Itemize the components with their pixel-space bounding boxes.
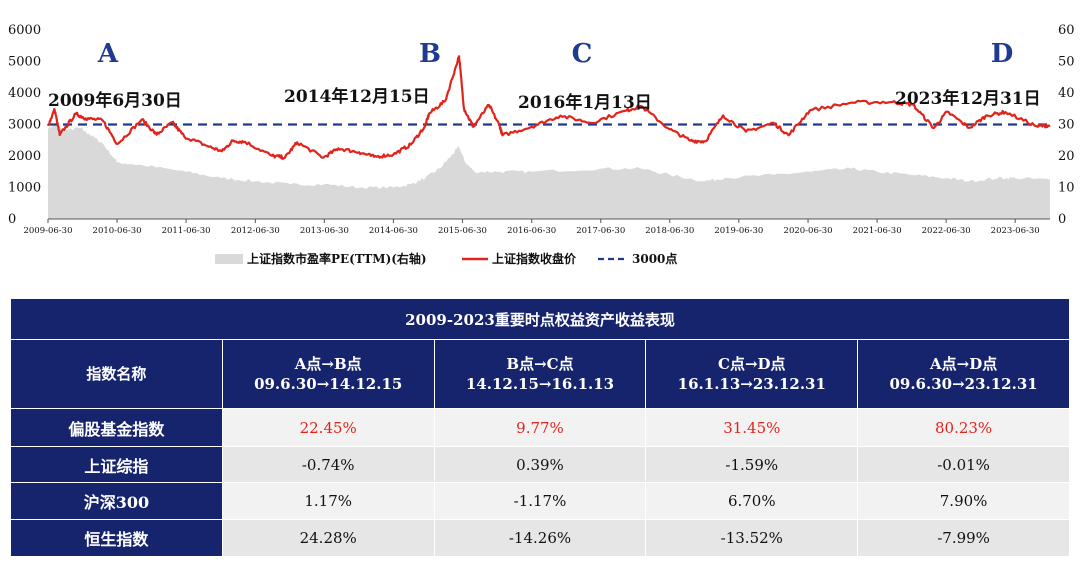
y-left-tick-label: 5000	[8, 55, 41, 70]
y-left-tick-label: 6000	[8, 23, 41, 38]
row-label: 上证综指	[10, 446, 223, 483]
y-right-tick-label: 60	[1058, 23, 1075, 38]
header-col-3-period: C点→D点	[718, 355, 786, 373]
x-tick-label: 2012-06-30	[231, 226, 280, 236]
table-cell: 22.45%	[221, 408, 435, 447]
x-tick-label: 2021-06-30	[853, 226, 902, 236]
header-col-1: A点→B点 09.6.30→14.12.15	[221, 339, 435, 409]
date-annotation-a: 2009年6月30日	[48, 90, 182, 111]
row-label: 沪深300	[10, 482, 223, 520]
legend-swatch-pe	[215, 254, 243, 264]
point-letter-d: D	[991, 39, 1014, 69]
y-right-tick-label: 40	[1058, 86, 1075, 101]
table-cell: 6.70%	[645, 482, 859, 520]
table-cell: -13.52%	[645, 519, 859, 557]
x-tick-label: 2011-06-30	[162, 226, 211, 236]
table-row: 沪深300 1.17% -1.17% 6.70% 7.90%	[10, 482, 1070, 520]
legend-label-pe: 上证指数市盈率PE(TTM)(右轴)	[247, 251, 427, 266]
y-right-tick-label: 0	[1058, 212, 1066, 227]
x-tick-label: 2014-06-30	[369, 226, 418, 236]
x-tick-label: 2020-06-30	[784, 226, 833, 236]
returns-table: 2009-2023重要时点权益资产收益表现 指数名称 A点→B点 09.6.30→…	[10, 298, 1070, 557]
header-col-1-dates: 09.6.30→14.12.15	[254, 375, 403, 393]
y-left-tick-label: 4000	[8, 86, 41, 101]
y-right-tick-label: 30	[1058, 118, 1075, 133]
row-label: 恒生指数	[10, 519, 223, 557]
x-tick-label: 2010-06-30	[93, 226, 142, 236]
date-annotation-c: 2016年1月13日	[518, 92, 652, 113]
table-cell: 0.39%	[433, 446, 647, 483]
y-left-tick-label: 2000	[8, 149, 41, 164]
y-left-tick-label: 0	[8, 212, 16, 227]
table-cell: -7.99%	[857, 519, 1070, 557]
chart: 6000 5000 4000 3000 2000 1000 0 60 50 40 30 20 10 0 20…	[8, 23, 1075, 266]
date-annotation-b: 2014年12月15日	[284, 86, 430, 107]
table-cell: 1.17%	[221, 482, 435, 520]
x-tick-label: 2017-06-30	[576, 226, 625, 236]
point-letter-c: C	[572, 39, 593, 69]
header-col-3: C点→D点 16.1.13→23.12.31	[645, 339, 859, 409]
table-cell: 24.28%	[221, 519, 435, 557]
x-tick-label: 2019-06-30	[714, 226, 763, 236]
x-tick-label: 2023-06-30	[991, 226, 1040, 236]
table-cell: -1.59%	[645, 446, 859, 483]
table-cell: 9.77%	[433, 408, 647, 447]
header-col-1-period: A点→B点	[294, 355, 362, 373]
date-annotation-d: 2023年12月31日	[895, 88, 1041, 109]
table-cell: 80.23%	[857, 408, 1070, 447]
y-right-tick-label: 50	[1058, 55, 1075, 70]
header-col-3-dates: 16.1.13→23.12.31	[677, 375, 826, 393]
point-letter-b: B	[419, 39, 441, 69]
x-tick-label: 2022-06-30	[922, 226, 971, 236]
point-letter-a: A	[97, 39, 119, 69]
y-right-tick-label: 10	[1058, 181, 1075, 196]
table-title: 2009-2023重要时点权益资产收益表现	[10, 298, 1070, 340]
x-tick-label: 2013-06-30	[300, 226, 349, 236]
table-cell: 31.45%	[645, 408, 859, 447]
table-row: 恒生指数 24.28% -14.26% -13.52% -7.99%	[10, 519, 1070, 557]
x-tick-label: 2009-06-30	[23, 226, 72, 236]
legend-label-3000: 3000点	[632, 251, 677, 266]
table-cell: -0.74%	[221, 446, 435, 483]
x-tick-label: 2015-06-30	[438, 226, 487, 236]
header-col-2-dates: 14.12.15→16.1.13	[465, 375, 615, 393]
index-close-line	[46, 55, 1051, 160]
x-tick-label: 2016-06-30	[507, 226, 556, 236]
table-cell: -1.17%	[433, 482, 647, 520]
y-left-tick-label: 3000	[8, 118, 41, 133]
table-row: 偏股基金指数 22.45% 9.77% 31.45% 80.23%	[10, 408, 1070, 447]
header-col-4: A点→D点 09.6.30→23.12.31	[857, 339, 1070, 409]
x-tick-label: 2018-06-30	[645, 226, 694, 236]
header-col-4-period: A点→D点	[929, 355, 998, 373]
pe-area-series	[48, 124, 1050, 219]
header-col-4-dates: 09.6.30→23.12.31	[889, 375, 1038, 393]
header-col-2: B点→C点 14.12.15→16.1.13	[433, 339, 647, 409]
table-cell: -0.01%	[857, 446, 1070, 483]
header-index-name: 指数名称	[10, 339, 223, 409]
y-right-tick-label: 20	[1058, 149, 1075, 164]
table-row: 上证综指 -0.74% 0.39% -1.59% -0.01%	[10, 446, 1070, 483]
row-label: 偏股基金指数	[10, 408, 223, 447]
table-cell: 7.90%	[857, 482, 1070, 520]
y-left-tick-label: 1000	[8, 181, 41, 196]
header-col-2-period: B点→C点	[506, 355, 574, 373]
table-cell: -14.26%	[433, 519, 647, 557]
legend-label-close: 上证指数收盘价	[492, 251, 577, 266]
